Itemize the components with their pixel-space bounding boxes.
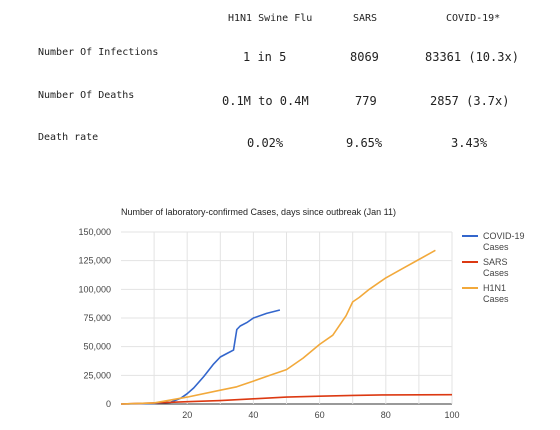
row-label-infections: Number Of Infections [38, 47, 159, 58]
header-sars: SARS [353, 13, 378, 24]
cell-deaths-sars: 779 [355, 94, 377, 108]
header-covid: COVID-19* [446, 13, 501, 24]
x-tick-label: 20 [182, 410, 192, 420]
x-tick-label: 60 [315, 410, 325, 420]
x-tick-label: 100 [444, 410, 459, 420]
y-tick-label: 0 [106, 399, 111, 409]
cell-infections-sars: 8069 [350, 50, 379, 64]
chart-legend: COVID-19 Cases SARS Cases H1N1 Cases [462, 231, 525, 304]
legend-label: SARS Cases [483, 257, 509, 278]
cell-deaths-h1n1: 0.1M to 0.4M [222, 94, 309, 108]
cell-infections-h1n1: 1 in 5 [243, 50, 287, 64]
y-tick-label: 100,000 [78, 284, 111, 294]
series-line-covid-19-cases [120, 309, 281, 405]
cell-rate-sars: 9.65% [346, 136, 383, 150]
legend-label: H1N1 Cases [483, 283, 509, 304]
cell-rate-covid: 3.43% [451, 136, 488, 150]
y-tick-label: 75,000 [83, 313, 111, 323]
x-axis-ticks: 20 40 60 80 100 [182, 410, 459, 420]
chart-grid [121, 231, 453, 405]
cell-deaths-covid: 2857 (3.7x) [430, 94, 510, 108]
series-line-h1n1-cases [120, 249, 436, 405]
cell-rate-h1n1: 0.02% [247, 136, 284, 150]
chart-title: Number of laboratory-confirmed Cases, da… [121, 207, 396, 217]
x-tick-label: 40 [248, 410, 258, 420]
chart-series [120, 249, 453, 405]
y-tick-label: 150,000 [78, 227, 111, 237]
legend-label: COVID-19 Cases [483, 231, 525, 252]
y-tick-label: 50,000 [83, 342, 111, 352]
series-line-sars-cases [120, 393, 453, 405]
y-tick-label: 25,000 [83, 370, 111, 380]
row-label-death-rate: Death rate [38, 132, 99, 143]
header-h1n1: H1N1 Swine Flu [228, 13, 313, 24]
x-tick-label: 80 [381, 410, 391, 420]
row-label-deaths: Number Of Deaths [38, 90, 135, 101]
cell-infections-covid: 83361 (10.3x) [425, 50, 519, 64]
y-axis-ticks: 0 25,000 50,000 75,000 100,000 125,000 150,000 [78, 227, 111, 409]
y-tick-label: 125,000 [78, 256, 111, 266]
